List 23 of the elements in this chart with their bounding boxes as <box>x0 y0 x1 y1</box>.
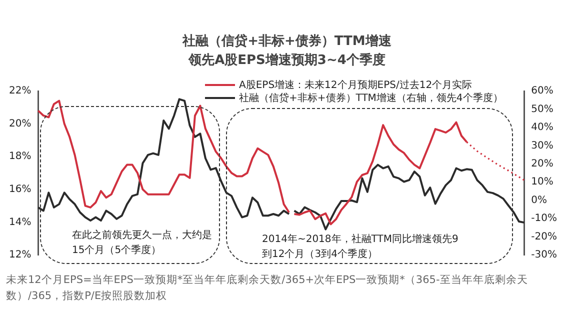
y-tick-label: 16% <box>8 184 32 195</box>
text: 未来12个月EPS=当年EPS一致预期*至当年年底剩余天数/365+次年EPS一致预期*（365-至当年年底剩余天数）/365，指数P/E按照股数加权 <box>6 273 529 304</box>
y-tick-label: 20% <box>8 118 32 130</box>
y2-tick-label: 50% <box>531 104 554 115</box>
y2-tick-label: -10% <box>531 213 558 224</box>
y2-tick-label: 0% <box>531 194 548 206</box>
annotation: 在此之前领先更久一点，大约是15个月（5个季度） <box>72 228 212 258</box>
legend-label: 社融（信贷+非标+债券）TTM增速（右轴，领先4个季度） <box>239 93 503 104</box>
y-tick-label: 12% <box>8 250 32 261</box>
y2-tick-label: 30% <box>531 140 554 152</box>
y-tick-label: 22% <box>8 86 32 97</box>
y2-tick-label: 10% <box>531 176 554 188</box>
chart-subtitle: 领先A股EPS增速预期3~4个季度 <box>187 52 386 69</box>
legend-label: A股EPS增速：未来12个月预期EPS/过去12个月实际 <box>239 80 472 91</box>
y2-tick-label: 20% <box>531 158 554 170</box>
chart-title: 社融（信贷+非标+债券）TTM增速 <box>181 32 392 50</box>
y2-tick-label: 60% <box>531 86 554 97</box>
annotation: 2014年~2018年，社融TTM同比增速领先9到12个月（3到4个季度） <box>262 232 460 262</box>
y-tick-label: 14% <box>8 216 32 228</box>
y2-tick-label: 40% <box>531 122 554 134</box>
y2-tick-label: -20% <box>531 231 558 242</box>
y-tick-label: 18% <box>8 151 32 162</box>
y2-tick-label: -30% <box>531 250 558 261</box>
